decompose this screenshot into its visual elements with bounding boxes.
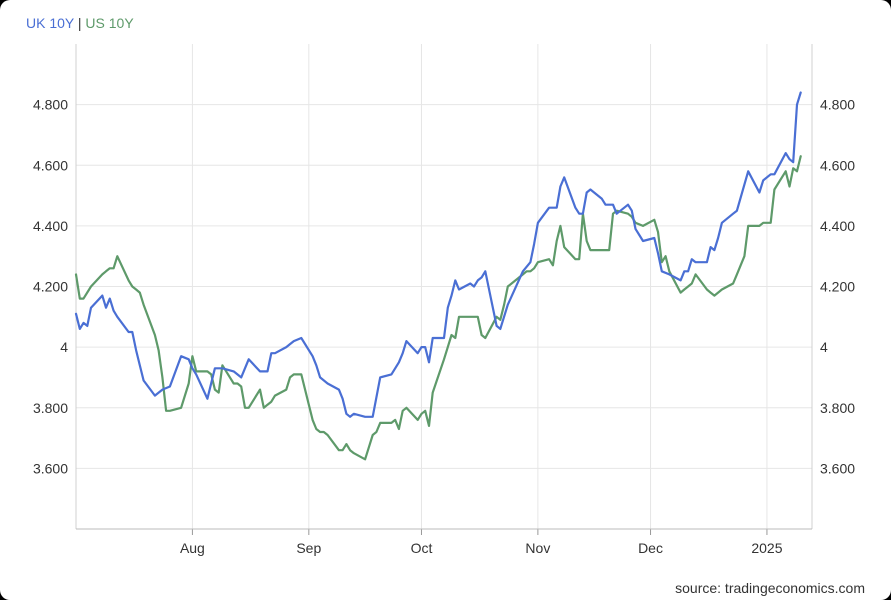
legend-uk-10y[interactable]: UK 10Y (26, 15, 74, 31)
legend-separator: | (77, 15, 82, 31)
source-note: source: tradingeconomics.com (675, 580, 865, 596)
y-tick-label-left: 4.400 (33, 218, 68, 234)
y-tick-label-right: 4.400 (820, 218, 855, 234)
x-tick-label: Dec (638, 540, 663, 556)
y-tick-label-right: 4.200 (820, 279, 855, 295)
legend-us-10y[interactable]: US 10Y (85, 15, 134, 31)
series-line-us-10y[interactable] (74, 155, 802, 461)
y-tick-label-left: 4.800 (33, 97, 68, 113)
y-tick-label-left: 3.800 (33, 400, 68, 416)
x-tick-label: 2025 (751, 540, 782, 556)
series (74, 91, 802, 461)
x-tick-label: Oct (411, 540, 433, 556)
series-line-uk-10y[interactable] (74, 91, 802, 418)
x-tick-label: Sep (296, 540, 321, 556)
axes (75, 44, 813, 535)
y-tick-label-left: 4 (60, 339, 68, 355)
legend: UK 10Y | US 10Y (26, 15, 134, 31)
y-tick-label-right: 4.800 (820, 97, 855, 113)
y-tick-label-right: 4 (820, 339, 828, 355)
grid (76, 44, 812, 529)
y-tick-label-left: 4.200 (33, 279, 68, 295)
y-tick-label-right: 3.600 (820, 460, 855, 476)
x-tick-label: Aug (180, 540, 205, 556)
y-tick-label-right: 4.600 (820, 157, 855, 173)
y-tick-label-right: 3.800 (820, 400, 855, 416)
tick-labels: 4.800 4.800 4.600 4.600 4.400 4.400 4.200 4.200… (33, 97, 855, 556)
y-tick-label-left: 4.600 (33, 157, 68, 173)
y-tick-label-left: 3.600 (33, 460, 68, 476)
x-tick-label: Nov (525, 540, 550, 556)
